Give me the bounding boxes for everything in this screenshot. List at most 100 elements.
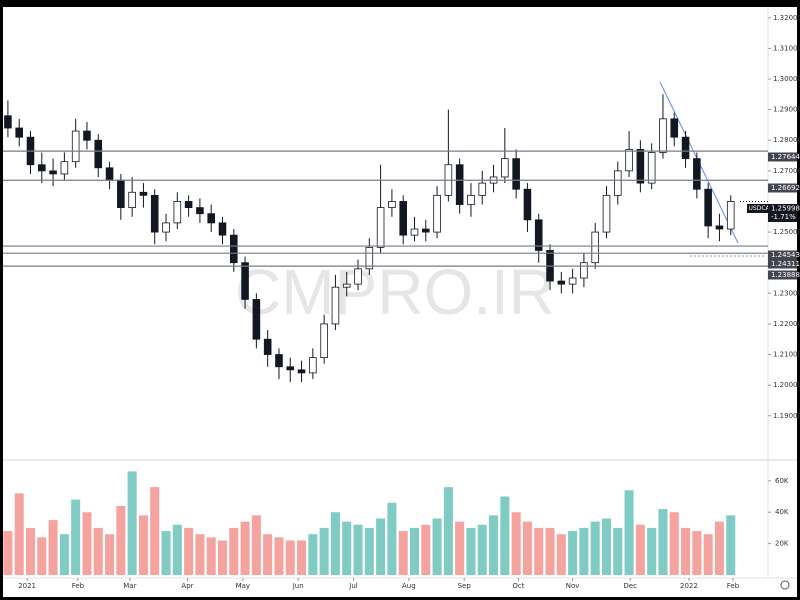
candle-body xyxy=(162,222,170,233)
volume-bar xyxy=(251,515,261,575)
candle-body xyxy=(331,286,340,325)
candle-body xyxy=(309,357,317,374)
price-tick-label: 1.29000 xyxy=(773,106,800,114)
candle-body xyxy=(241,262,249,300)
time-tick-label: Mar xyxy=(123,582,136,590)
volume-bar xyxy=(376,518,386,575)
volume-bar xyxy=(409,527,420,575)
volume-bar xyxy=(726,515,736,575)
candle-body xyxy=(670,118,679,138)
time-tick-label: Jul xyxy=(348,582,358,590)
time-tick-label: Jun xyxy=(292,582,304,590)
price-tick-label: 1.31000 xyxy=(773,44,800,52)
volume-bar xyxy=(217,540,228,575)
symbol-label: USDCAD xyxy=(749,205,775,212)
volume-bar xyxy=(455,521,465,575)
volume-bar xyxy=(398,531,408,575)
volume-bar xyxy=(105,534,115,575)
candle-body xyxy=(523,188,532,221)
level-label: 1.24311 xyxy=(771,260,800,268)
candle-body xyxy=(591,231,599,264)
volume-bar xyxy=(522,521,532,575)
volume-bar xyxy=(387,502,397,575)
volume-bar xyxy=(308,534,318,575)
time-tick-label: Nov xyxy=(566,582,580,590)
volume-bar xyxy=(319,527,329,575)
volume-bar xyxy=(714,521,724,575)
time-tick-label: 2022 xyxy=(680,582,698,590)
candle-body xyxy=(229,234,238,264)
candle-body xyxy=(275,354,283,368)
level-label: 1.27644 xyxy=(771,153,800,161)
candle-body xyxy=(693,158,701,190)
candle-body xyxy=(568,277,577,285)
candle-body xyxy=(501,158,509,178)
candle-body xyxy=(354,268,362,285)
volume-bar xyxy=(443,487,453,575)
volume-bar xyxy=(556,534,566,575)
level-label-box xyxy=(768,183,797,193)
candle-body xyxy=(433,194,441,233)
candle-body xyxy=(320,323,328,358)
volume-bar xyxy=(150,487,160,575)
candle-body xyxy=(647,152,656,184)
volume-bar xyxy=(93,527,103,575)
volume-bar xyxy=(500,496,510,575)
candle-body xyxy=(15,127,23,138)
level-label: 1.24543 xyxy=(771,251,800,259)
candle-body xyxy=(580,262,588,279)
volume-bar xyxy=(285,540,295,575)
volume-bar xyxy=(511,512,521,575)
candle-body xyxy=(376,207,385,248)
volume-bar xyxy=(263,534,273,575)
symbol-box xyxy=(747,204,768,213)
time-tick-label: 2021 xyxy=(18,582,36,590)
candle-body xyxy=(636,149,645,184)
candle-body xyxy=(60,161,69,175)
candle-body xyxy=(478,182,487,196)
candle-body xyxy=(4,115,12,129)
candle-body xyxy=(726,201,735,230)
candle-body xyxy=(207,213,215,224)
settings-icon[interactable] xyxy=(780,580,790,590)
time-tick-label: Oct xyxy=(512,582,524,590)
volume-bar xyxy=(138,515,148,575)
level-label: 1.26692 xyxy=(771,184,800,192)
candle-body xyxy=(342,283,351,288)
change-label: -1.71% xyxy=(771,213,796,221)
volume-bar xyxy=(206,537,216,575)
candle-body xyxy=(128,191,136,208)
candle-body xyxy=(196,207,204,215)
candle-body xyxy=(297,369,306,374)
price-tick-label: 1.22000 xyxy=(773,320,800,328)
candle-body xyxy=(421,228,430,233)
volume-bar xyxy=(692,531,702,575)
volume-bar xyxy=(330,512,340,575)
candle-body xyxy=(117,179,125,208)
time-tick-label: Aug xyxy=(402,582,416,590)
candle-body xyxy=(139,191,148,196)
volume-bar xyxy=(3,531,13,575)
candle-body xyxy=(681,136,690,160)
volume-bar xyxy=(82,512,92,575)
volume-bar xyxy=(624,490,634,575)
candle-body xyxy=(263,338,272,355)
last-price-box xyxy=(768,204,797,222)
candle-body xyxy=(410,228,419,236)
candle-body xyxy=(557,280,566,285)
volume-bar xyxy=(59,534,69,575)
candle-body xyxy=(399,201,407,236)
time-tick-label: May xyxy=(236,582,250,590)
candle-body xyxy=(365,246,374,270)
time-tick-label: Feb xyxy=(72,582,85,590)
volume-bar xyxy=(127,471,137,575)
volume-bar xyxy=(353,524,363,575)
volume-bar xyxy=(568,531,578,575)
candle-body xyxy=(173,201,182,224)
level-label-box xyxy=(768,259,797,269)
candle-body xyxy=(467,194,475,205)
volume-bar xyxy=(25,527,36,575)
price-tick-label: 1.21000 xyxy=(773,351,800,359)
volume-bar xyxy=(48,520,58,575)
